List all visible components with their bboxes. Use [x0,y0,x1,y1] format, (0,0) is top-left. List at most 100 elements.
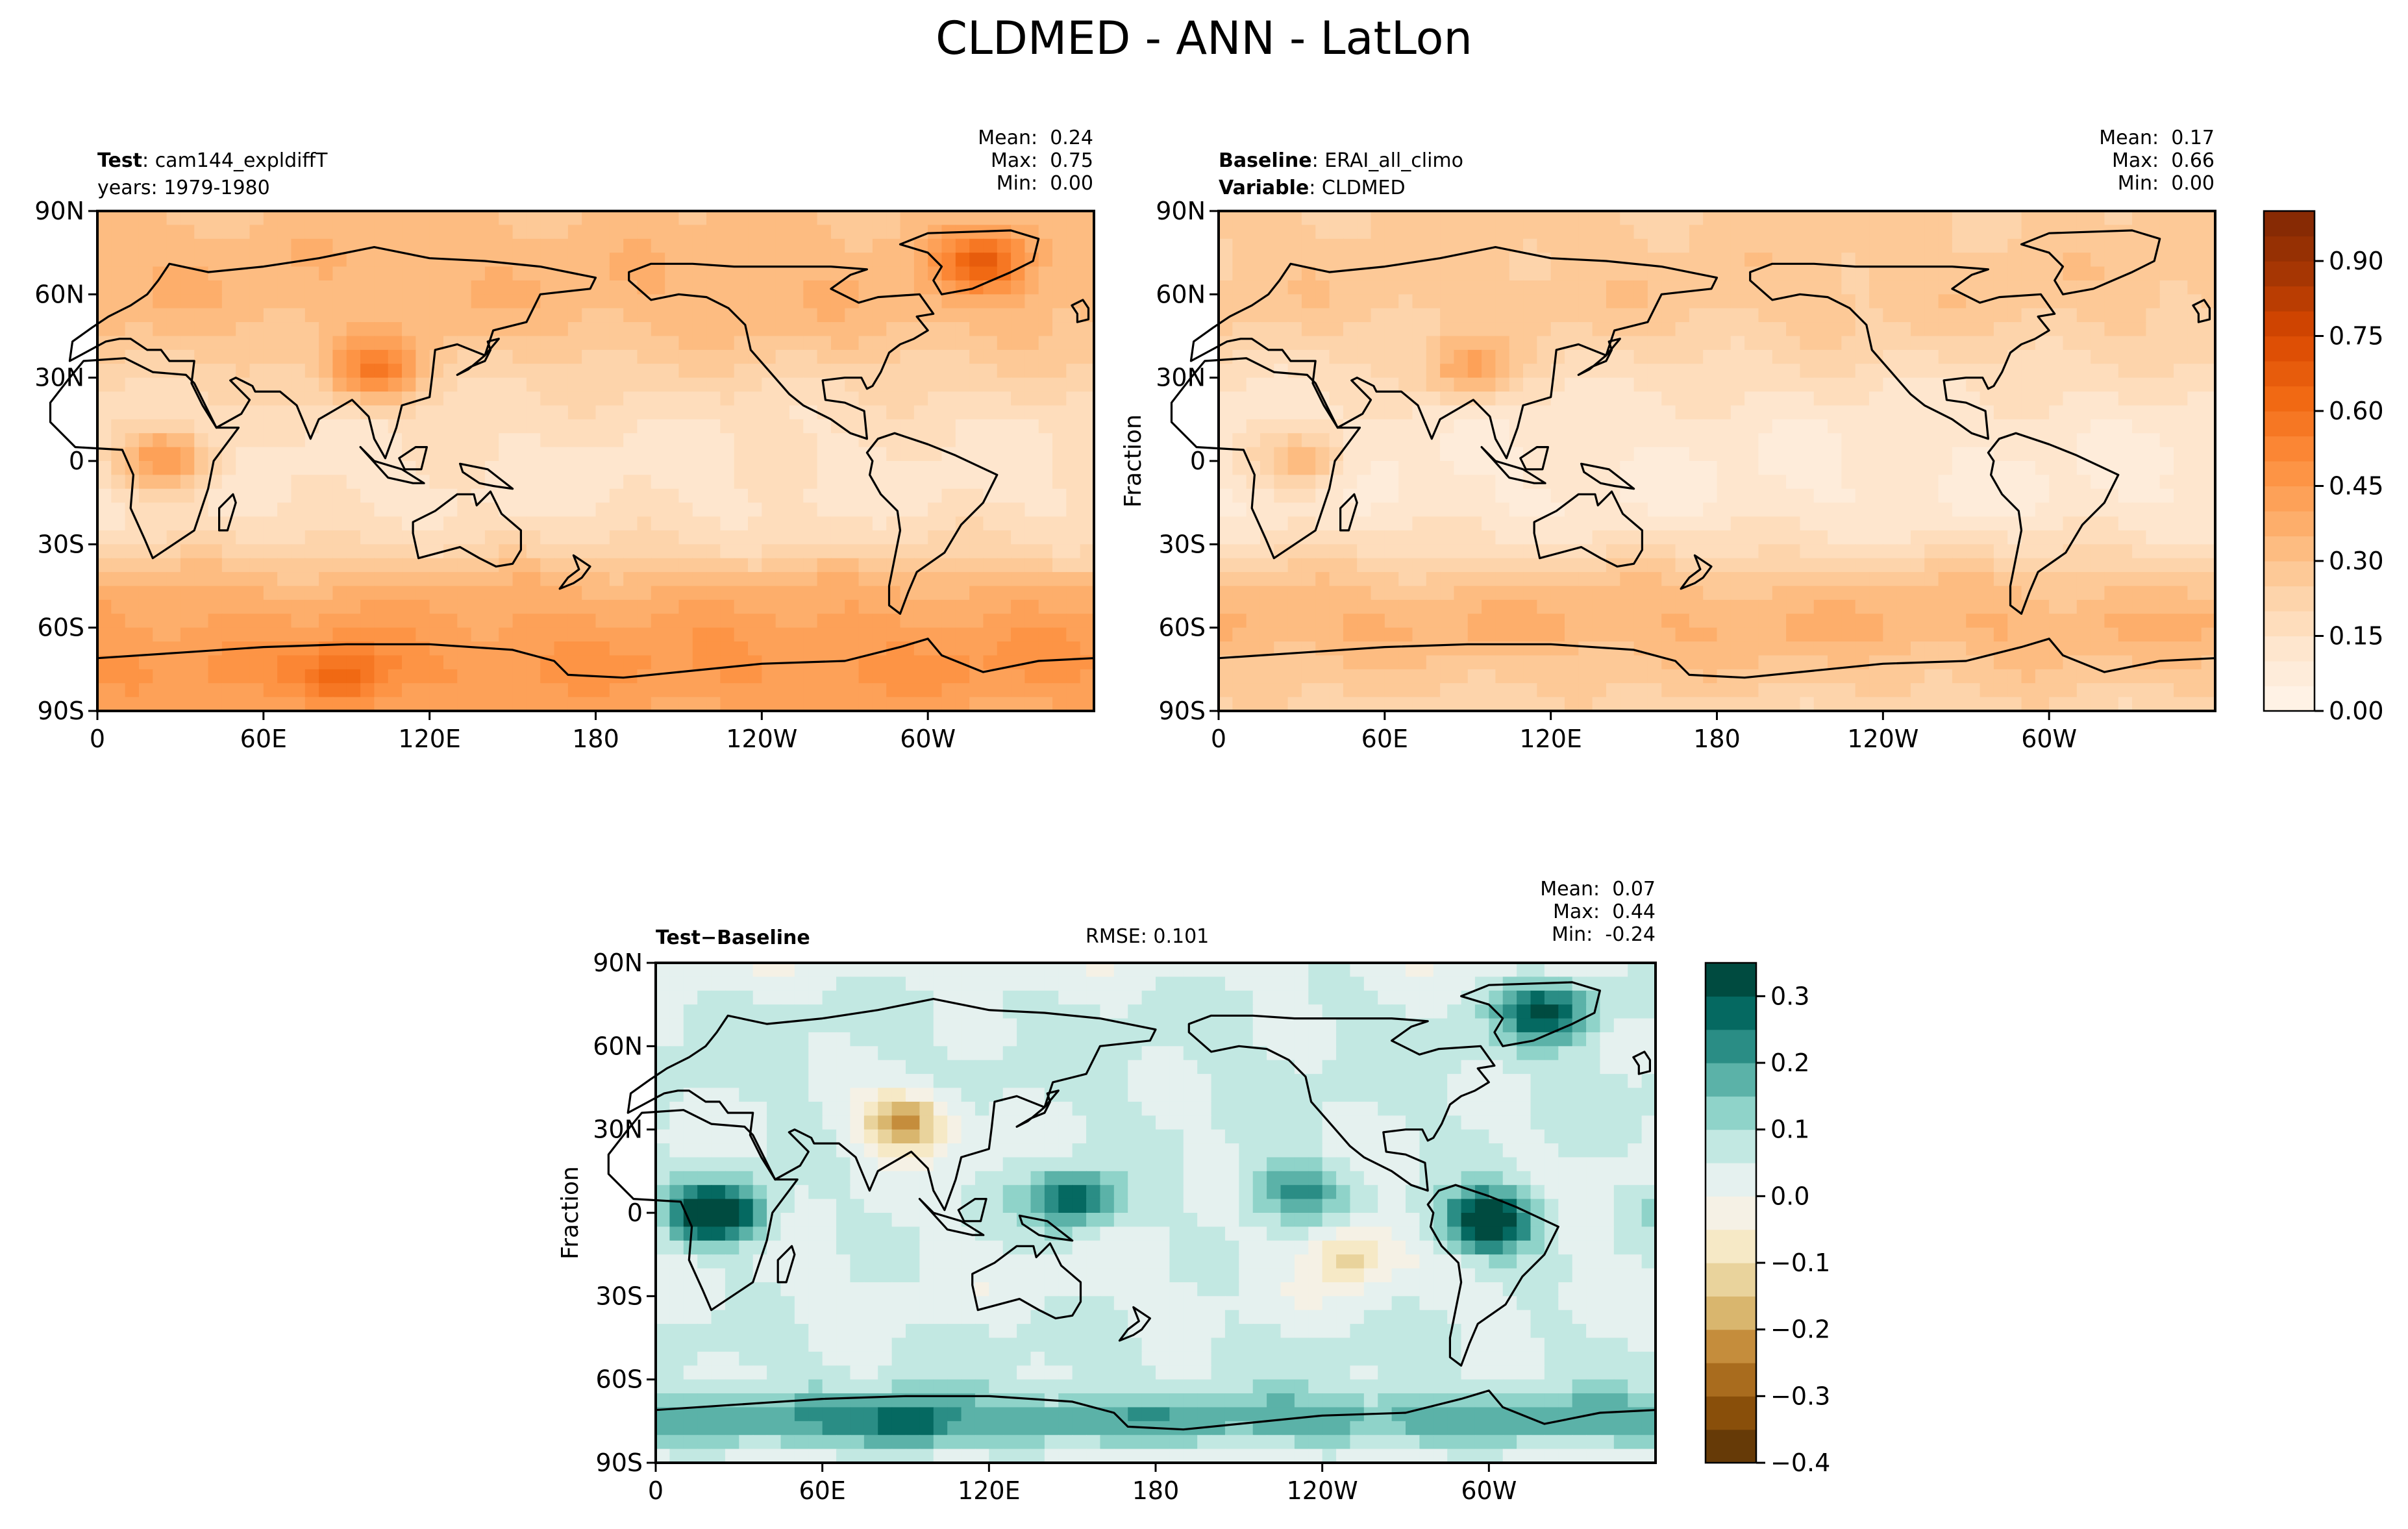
baseline-cell [1910,336,1926,351]
test-cell [1024,349,1039,365]
test-cell [416,530,430,545]
test-cell [651,308,665,323]
test-cell [1052,447,1067,462]
baseline-cell [1703,530,1718,545]
baseline-cell [2021,614,2036,628]
baseline-cell [2104,572,2119,587]
baseline-cell [2076,280,2091,295]
baseline-cell [1828,586,1843,601]
baseline-cell [1730,419,1745,434]
baseline-cell [1758,225,1773,240]
baseline-cell [2063,641,2078,656]
test-cell [775,433,790,448]
test-cell [153,516,168,531]
baseline-cell [1869,349,1884,365]
baseline-cell [1454,655,1469,670]
baseline-cell [1343,530,1358,545]
test-cell [319,530,334,545]
test-cell [845,544,860,559]
test-cell [1080,683,1094,698]
baseline-cell [2076,461,2091,476]
test-cell [858,697,873,711]
test-cell [817,669,832,684]
test-cell [374,349,389,365]
test-cell [928,697,943,711]
test-cell [319,544,334,559]
baseline-cell [1274,627,1289,642]
test-cell [706,238,721,253]
baseline-cell [2063,419,2078,434]
baseline-cell [1495,516,1510,531]
baseline-cell [1550,238,1565,253]
baseline-cell [1232,294,1247,309]
baseline-cell [1467,349,1482,365]
baseline-cell [1537,336,1552,351]
baseline-cell [1564,447,1580,462]
baseline-cell [2035,253,2050,267]
baseline-cell [2146,377,2161,392]
baseline-cell [1606,433,1621,448]
baseline-cell [1606,377,1621,392]
test-cell [665,544,680,559]
baseline-cell [1523,655,1538,670]
test-cell [595,211,610,226]
baseline-cell [1730,336,1745,351]
baseline-cell [1744,488,1759,503]
baseline-cell [1454,614,1469,628]
baseline-cell [2174,336,2189,351]
test-cell [817,225,832,240]
baseline-cell [1219,530,1234,545]
baseline-cell [1564,586,1580,601]
baseline-cell [1495,405,1510,420]
test-cell [678,433,693,448]
test-cell [499,697,514,711]
baseline-cell [1689,447,1704,462]
baseline-cell [1910,266,1926,281]
baseline-cell [2201,294,2215,309]
baseline-cell [2049,433,2064,448]
baseline-cell [1219,280,1234,295]
baseline-cell [1869,225,1884,240]
test-cell [346,225,361,240]
baseline-cell [1744,433,1759,448]
baseline-cell [1287,488,1302,503]
test-cell [845,211,860,226]
test-cell [845,336,860,351]
test-cell [1052,697,1067,711]
test-cell [249,697,264,711]
test-cell [1024,516,1039,531]
test-cell [1011,614,1026,628]
test-cell [817,308,832,323]
test-cell [1066,280,1081,295]
baseline-cell [1564,558,1580,573]
baseline-cell [1800,294,1815,309]
test-cell [249,516,264,531]
test-cell [221,558,236,573]
test-cell [609,558,624,573]
test-cell [567,349,582,365]
test-cell [388,599,403,615]
baseline-cell [1828,433,1843,448]
test-cell [609,349,624,365]
test-cell [637,405,652,420]
baseline-cell [2159,364,2174,379]
baseline-cell [1993,405,2009,420]
test-cell [304,461,319,476]
baseline-cell [1315,322,1330,337]
baseline-cell [1523,447,1538,462]
baseline-cell [1952,349,1967,365]
test-cell [789,364,804,379]
test-cell [941,599,956,615]
test-cell [651,280,665,295]
test-cell [941,419,956,434]
baseline-cell [2174,308,2189,323]
test-cell [748,669,763,684]
test-cell [138,433,154,448]
test-cell [872,669,887,684]
test-cell [567,419,582,434]
test-cell [637,266,652,281]
test-cell [928,475,943,490]
baseline-cell [1772,419,1787,434]
baseline-cell [1482,655,1496,670]
baseline-cell [2035,586,2050,601]
